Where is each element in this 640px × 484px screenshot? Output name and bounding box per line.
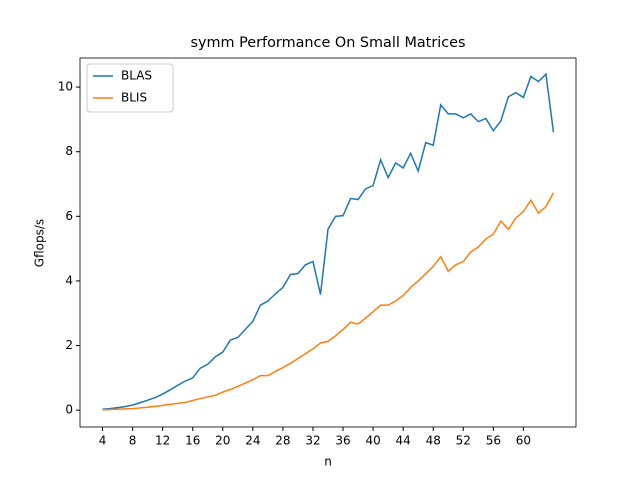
x-tick-label: 8 bbox=[129, 434, 137, 448]
chart-title: symm Performance On Small Matrices bbox=[190, 35, 465, 51]
legend-label: BLIS bbox=[121, 91, 147, 105]
y-axis-label: Gflops/s bbox=[33, 219, 47, 267]
x-tick-label: 20 bbox=[215, 434, 230, 448]
y-tick-label: 2 bbox=[65, 338, 73, 352]
x-tick-label: 56 bbox=[486, 434, 501, 448]
y-tick-label: 8 bbox=[65, 144, 73, 158]
y-tick-label: 0 bbox=[65, 403, 73, 417]
x-tick-label: 12 bbox=[155, 434, 170, 448]
y-tick-label: 4 bbox=[65, 273, 73, 287]
x-tick-label: 24 bbox=[245, 434, 260, 448]
x-tick-label: 44 bbox=[396, 434, 411, 448]
plot-frame bbox=[79, 57, 577, 428]
legend-label: BLAS bbox=[121, 69, 152, 83]
data-line bbox=[102, 192, 555, 411]
x-tick-label: 4 bbox=[99, 434, 107, 448]
x-tick-label: 28 bbox=[275, 434, 290, 448]
data-line bbox=[102, 72, 555, 410]
y-tick-label: 6 bbox=[65, 209, 73, 223]
x-tick-label: 52 bbox=[456, 434, 471, 448]
x-tick-label: 48 bbox=[426, 434, 441, 448]
x-tick-label: 32 bbox=[305, 434, 320, 448]
x-tick-label: 36 bbox=[335, 434, 350, 448]
x-tick-label: 16 bbox=[185, 434, 200, 448]
x-tick-label: 60 bbox=[516, 434, 531, 448]
y-tick-label: 10 bbox=[58, 80, 73, 94]
x-axis-label: n bbox=[324, 455, 332, 469]
x-tick-label: 40 bbox=[365, 434, 380, 448]
